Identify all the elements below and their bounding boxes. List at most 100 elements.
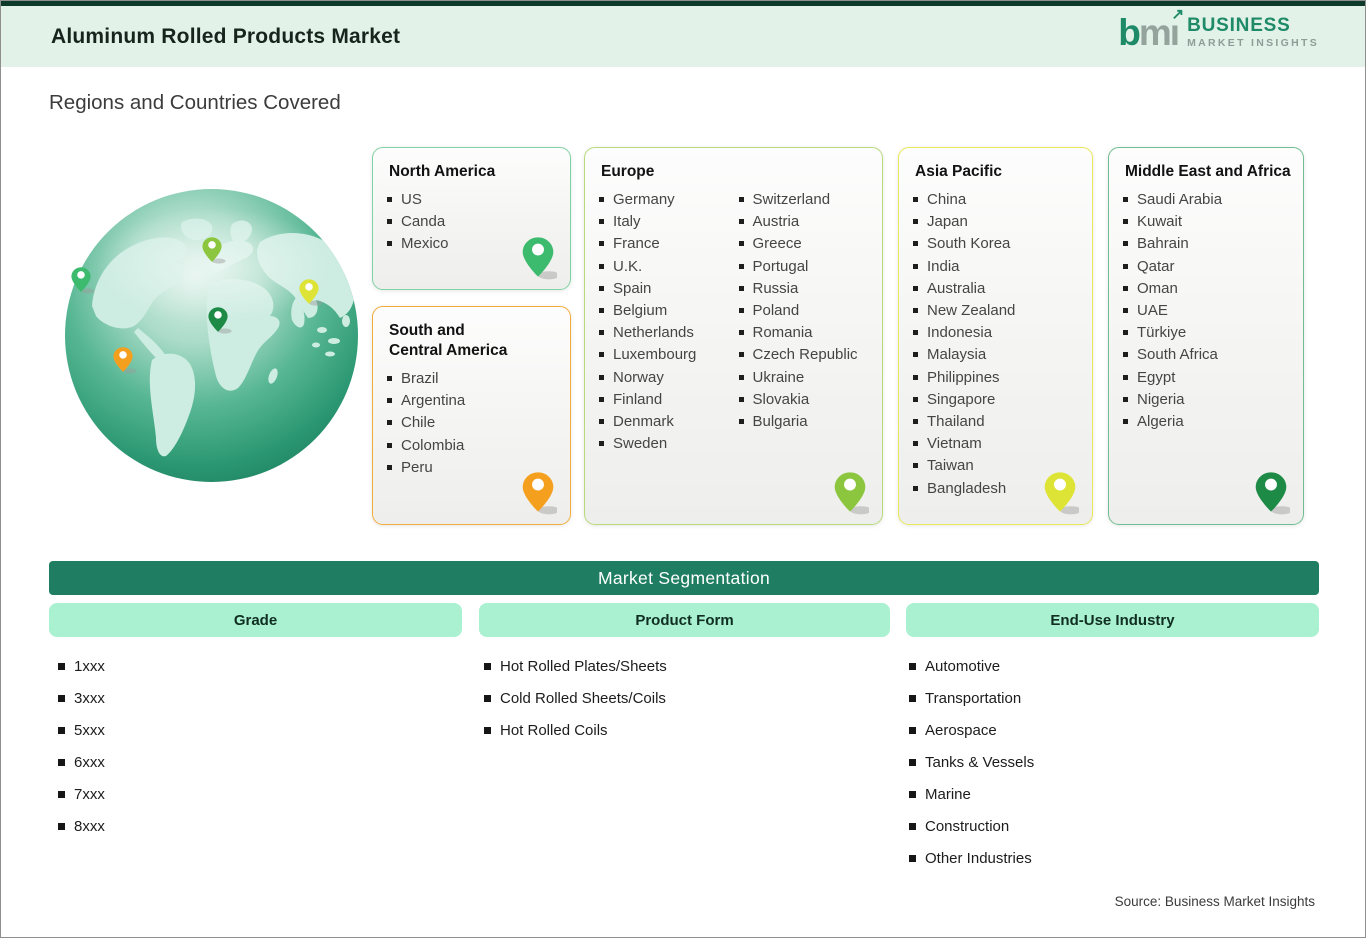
list-item: Saudi Arabia [1123, 189, 1297, 211]
bullet-icon [738, 285, 744, 291]
country-label: India [927, 257, 960, 275]
region-card-middle-east-africa: Middle East and Africa Saudi Arabia Kuwait… [1108, 147, 1304, 525]
segment-header-product-form: Product Form [479, 603, 890, 637]
country-label: Austria [752, 213, 800, 231]
country-label: Argentina [401, 392, 466, 410]
region-card-north-america: North America US Canda Mexico [372, 147, 571, 290]
list-item: Singapore [913, 389, 1086, 411]
bullet-icon [913, 374, 918, 380]
bullet-icon [909, 662, 916, 670]
bullet-icon [738, 241, 744, 247]
list-item: Bahrain [1123, 233, 1297, 255]
list-item: US [387, 189, 564, 211]
country-label: U.K. [613, 257, 643, 275]
location-pin-icon [1252, 469, 1293, 520]
country-list: Germany Italy France U.K. Spain Belgium Nether… [599, 189, 737, 455]
segment-item-label: Other Industries [925, 849, 1032, 867]
country-label: Russia [752, 279, 799, 297]
country-label: Bahrain [1137, 235, 1189, 253]
region-title-line: South and [389, 322, 465, 339]
country-label: Czech Republic [752, 346, 858, 364]
list-item: Transportation [909, 682, 1034, 714]
country-label: Italy [613, 213, 641, 231]
bullet-icon [387, 420, 392, 426]
country-label: Peru [401, 458, 433, 476]
list-item: Indonesia [913, 322, 1086, 344]
list-item: 1xxx [58, 650, 105, 682]
list-item: Kuwait [1123, 211, 1297, 233]
bullet-icon [1123, 374, 1128, 380]
bullet-icon [599, 219, 604, 225]
bullet-icon [599, 396, 604, 402]
bullet-icon [1123, 197, 1128, 202]
bullet-icon [387, 197, 392, 202]
list-item: South Africa [1123, 344, 1297, 366]
bullet-icon [599, 419, 604, 425]
bullet-icon [913, 241, 918, 247]
bullet-icon [58, 758, 65, 766]
bullet-icon [909, 694, 916, 702]
list-item: 8xxx [58, 810, 105, 842]
bullet-icon [913, 197, 918, 202]
bullet-icon [58, 822, 65, 830]
region-title: Asia Pacific [915, 162, 1086, 182]
country-label: Norway [613, 368, 664, 386]
country-label: Japan [927, 213, 968, 231]
section-title: Regions and Countries Covered [49, 91, 341, 114]
logo-letter-b: b [1118, 12, 1141, 53]
region-country-columns: Germany Italy France U.K. Spain Belgium Nether… [599, 189, 876, 455]
bullet-icon [387, 464, 392, 470]
region-title-line: Central America [389, 342, 508, 359]
region-card-asia-pacific: Asia Pacific China Japan South Korea India Au… [898, 147, 1093, 525]
country-label: South Africa [1137, 346, 1218, 364]
country-label: Bangladesh [927, 479, 1007, 497]
bullet-icon [1123, 419, 1128, 425]
country-label: US [401, 191, 422, 208]
bullet-icon [1123, 396, 1128, 402]
country-label: Sweden [613, 435, 668, 453]
country-list: Saudi Arabia Kuwait Bahrain Qatar Oman UAE Tür… [1123, 189, 1297, 433]
country-label: Belgium [613, 302, 668, 320]
bullet-icon [738, 263, 744, 269]
bullet-icon [913, 263, 918, 269]
list-item: Finland [599, 389, 737, 411]
segment-item-label: 7xxx [74, 785, 105, 803]
list-item: Switzerland [738, 189, 877, 211]
bullet-icon [738, 219, 744, 225]
country-label: Romania [752, 324, 813, 342]
logo-line1: BUSINESS [1187, 15, 1291, 37]
bullet-icon [913, 396, 918, 402]
list-item: Hot Rolled Plates/Sheets [484, 650, 667, 682]
country-label: Chile [401, 414, 436, 432]
list-item: Japan [913, 211, 1086, 233]
list-item: Norway [599, 367, 737, 389]
country-list: Brazil Argentina Chile Colombia Peru [387, 368, 564, 479]
bullet-icon [1123, 241, 1128, 247]
list-item: Belgium [599, 300, 737, 322]
region-card-south-central-america: South and Central America Brazil Argentina C… [372, 306, 571, 525]
bmi-logo-icon: bmı ↗ [1118, 7, 1184, 53]
list-item: France [599, 233, 737, 255]
bullet-icon [599, 308, 604, 314]
list-item: U.K. [599, 256, 737, 278]
country-label: Portugal [752, 257, 809, 275]
segment-item-label: Hot Rolled Coils [500, 721, 608, 739]
country-list: China Japan South Korea India Australia New Z… [913, 189, 1086, 500]
country-label: Australia [927, 279, 986, 297]
country-label: Singapore [927, 390, 996, 408]
bullet-icon [909, 758, 916, 766]
list-item: Peru [387, 457, 564, 479]
bullet-icon [387, 398, 392, 404]
country-list: US Canda Mexico [387, 189, 564, 256]
segment-item-label: Aerospace [925, 721, 997, 739]
country-label: Slovakia [752, 390, 810, 408]
bullet-icon [1123, 219, 1128, 225]
list-item: South Korea [913, 233, 1086, 255]
region-title-line: North America [389, 163, 496, 180]
country-label: Thailand [927, 413, 985, 431]
bullet-icon [599, 263, 604, 269]
bullet-icon [738, 374, 744, 380]
end-use-industry-list: Automotive Transportation Aerospace Tanks &… [909, 650, 1034, 874]
country-label: Taiwan [927, 457, 974, 475]
country-label: Spain [613, 279, 652, 297]
